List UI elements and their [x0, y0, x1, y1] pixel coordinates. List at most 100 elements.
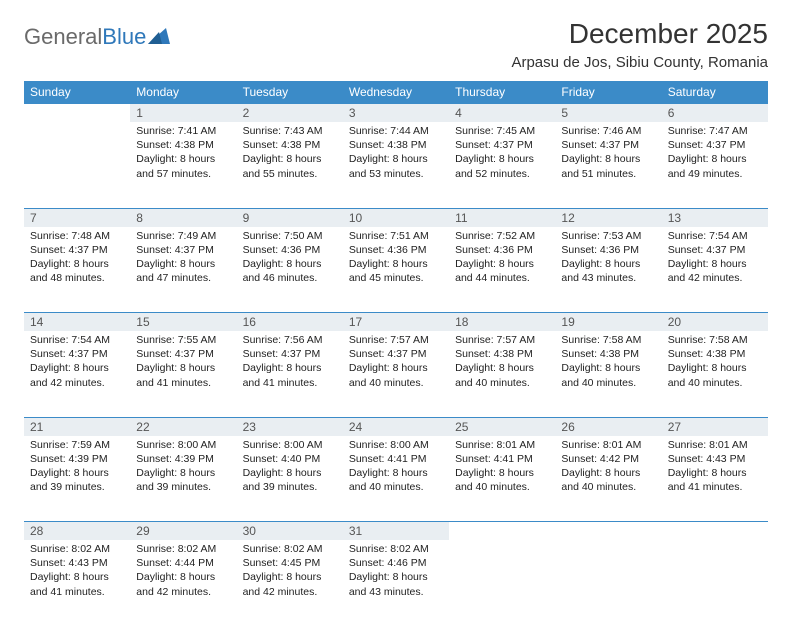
day-number: 30	[237, 522, 343, 541]
day1-label: Daylight: 8 hours	[349, 466, 443, 480]
day-details: Sunrise: 7:55 AMSunset: 4:37 PMDaylight:…	[130, 331, 236, 394]
day1-label: Daylight: 8 hours	[30, 466, 124, 480]
day1-label: Daylight: 8 hours	[668, 361, 762, 375]
sunset-label: Sunset: 4:37 PM	[668, 243, 762, 257]
sunrise-label: Sunrise: 7:48 AM	[30, 229, 124, 243]
day2-label: and 44 minutes.	[455, 271, 549, 285]
day-cell	[24, 122, 130, 208]
calendar-table: Sunday Monday Tuesday Wednesday Thursday…	[24, 81, 768, 626]
day2-label: and 40 minutes.	[561, 376, 655, 390]
sunset-label: Sunset: 4:39 PM	[136, 452, 230, 466]
day1-label: Daylight: 8 hours	[136, 570, 230, 584]
sunset-label: Sunset: 4:37 PM	[136, 347, 230, 361]
day-cell: Sunrise: 7:43 AMSunset: 4:38 PMDaylight:…	[237, 122, 343, 208]
sunset-label: Sunset: 4:36 PM	[243, 243, 337, 257]
sunrise-label: Sunrise: 7:57 AM	[349, 333, 443, 347]
title-block: December 2025 Arpasu de Jos, Sibiu Count…	[511, 18, 768, 71]
sunrise-label: Sunrise: 8:02 AM	[30, 542, 124, 556]
day-cell: Sunrise: 7:41 AMSunset: 4:38 PMDaylight:…	[130, 122, 236, 208]
sunset-label: Sunset: 4:37 PM	[30, 243, 124, 257]
sunset-label: Sunset: 4:37 PM	[561, 138, 655, 152]
daynum-row: 21222324252627	[24, 417, 768, 436]
sunrise-label: Sunrise: 7:45 AM	[455, 124, 549, 138]
day-cell: Sunrise: 7:53 AMSunset: 4:36 PMDaylight:…	[555, 227, 661, 313]
sunrise-label: Sunrise: 7:49 AM	[136, 229, 230, 243]
sunrise-label: Sunrise: 7:54 AM	[30, 333, 124, 347]
sunset-label: Sunset: 4:36 PM	[349, 243, 443, 257]
day-cell: Sunrise: 8:00 AMSunset: 4:39 PMDaylight:…	[130, 436, 236, 522]
sunrise-label: Sunrise: 7:58 AM	[561, 333, 655, 347]
day-number: 21	[24, 417, 130, 436]
day-number: 13	[662, 208, 768, 227]
day-cell: Sunrise: 7:44 AMSunset: 4:38 PMDaylight:…	[343, 122, 449, 208]
day-cell: Sunrise: 8:01 AMSunset: 4:41 PMDaylight:…	[449, 436, 555, 522]
day2-label: and 41 minutes.	[668, 480, 762, 494]
weekday-header: Sunday	[24, 81, 130, 104]
day2-label: and 41 minutes.	[136, 376, 230, 390]
page-title: December 2025	[511, 18, 768, 50]
sunset-label: Sunset: 4:37 PM	[455, 138, 549, 152]
day-number: 23	[237, 417, 343, 436]
sunset-label: Sunset: 4:37 PM	[243, 347, 337, 361]
day-details: Sunrise: 7:57 AMSunset: 4:37 PMDaylight:…	[343, 331, 449, 394]
day-cell: Sunrise: 7:57 AMSunset: 4:38 PMDaylight:…	[449, 331, 555, 417]
sunrise-label: Sunrise: 8:00 AM	[243, 438, 337, 452]
sunrise-label: Sunrise: 7:51 AM	[349, 229, 443, 243]
sunset-label: Sunset: 4:36 PM	[455, 243, 549, 257]
weekday-header: Monday	[130, 81, 236, 104]
day1-label: Daylight: 8 hours	[561, 361, 655, 375]
day-cell: Sunrise: 8:02 AMSunset: 4:44 PMDaylight:…	[130, 540, 236, 626]
day-details: Sunrise: 7:48 AMSunset: 4:37 PMDaylight:…	[24, 227, 130, 290]
day-details: Sunrise: 8:01 AMSunset: 4:43 PMDaylight:…	[662, 436, 768, 499]
day1-label: Daylight: 8 hours	[30, 570, 124, 584]
sunset-label: Sunset: 4:38 PM	[349, 138, 443, 152]
day-details: Sunrise: 8:02 AMSunset: 4:44 PMDaylight:…	[130, 540, 236, 603]
day2-label: and 40 minutes.	[455, 376, 549, 390]
weekday-header: Friday	[555, 81, 661, 104]
daynum-row: 123456	[24, 104, 768, 123]
day-cell: Sunrise: 8:02 AMSunset: 4:45 PMDaylight:…	[237, 540, 343, 626]
sunrise-label: Sunrise: 8:02 AM	[136, 542, 230, 556]
sunset-label: Sunset: 4:41 PM	[455, 452, 549, 466]
day2-label: and 40 minutes.	[561, 480, 655, 494]
day1-label: Daylight: 8 hours	[349, 257, 443, 271]
sunset-label: Sunset: 4:37 PM	[349, 347, 443, 361]
sunset-label: Sunset: 4:41 PM	[349, 452, 443, 466]
day-cell: Sunrise: 7:54 AMSunset: 4:37 PMDaylight:…	[662, 227, 768, 313]
day1-label: Daylight: 8 hours	[561, 466, 655, 480]
day-number: 19	[555, 313, 661, 332]
sunset-label: Sunset: 4:43 PM	[30, 556, 124, 570]
day-details: Sunrise: 8:02 AMSunset: 4:43 PMDaylight:…	[24, 540, 130, 603]
sunset-label: Sunset: 4:37 PM	[30, 347, 124, 361]
day-cell: Sunrise: 7:49 AMSunset: 4:37 PMDaylight:…	[130, 227, 236, 313]
day2-label: and 47 minutes.	[136, 271, 230, 285]
content-row: Sunrise: 7:41 AMSunset: 4:38 PMDaylight:…	[24, 122, 768, 208]
sunrise-label: Sunrise: 7:57 AM	[455, 333, 549, 347]
day2-label: and 39 minutes.	[30, 480, 124, 494]
content-row: Sunrise: 7:48 AMSunset: 4:37 PMDaylight:…	[24, 227, 768, 313]
sunset-label: Sunset: 4:38 PM	[136, 138, 230, 152]
day-cell: Sunrise: 7:58 AMSunset: 4:38 PMDaylight:…	[662, 331, 768, 417]
day1-label: Daylight: 8 hours	[136, 466, 230, 480]
day-number	[449, 522, 555, 541]
day2-label: and 57 minutes.	[136, 167, 230, 181]
sunrise-label: Sunrise: 7:53 AM	[561, 229, 655, 243]
sunset-label: Sunset: 4:37 PM	[136, 243, 230, 257]
day-number: 29	[130, 522, 236, 541]
day-number: 1	[130, 104, 236, 123]
day-cell: Sunrise: 7:55 AMSunset: 4:37 PMDaylight:…	[130, 331, 236, 417]
day2-label: and 39 minutes.	[136, 480, 230, 494]
day2-label: and 53 minutes.	[349, 167, 443, 181]
day-cell: Sunrise: 8:02 AMSunset: 4:43 PMDaylight:…	[24, 540, 130, 626]
sunset-label: Sunset: 4:38 PM	[243, 138, 337, 152]
sunset-label: Sunset: 4:37 PM	[668, 138, 762, 152]
weekday-header: Thursday	[449, 81, 555, 104]
day-cell	[662, 540, 768, 626]
sunrise-label: Sunrise: 8:01 AM	[561, 438, 655, 452]
day-number	[662, 522, 768, 541]
day-details: Sunrise: 8:01 AMSunset: 4:42 PMDaylight:…	[555, 436, 661, 499]
content-row: Sunrise: 7:54 AMSunset: 4:37 PMDaylight:…	[24, 331, 768, 417]
day2-label: and 49 minutes.	[668, 167, 762, 181]
day-cell	[555, 540, 661, 626]
sunset-label: Sunset: 4:38 PM	[668, 347, 762, 361]
